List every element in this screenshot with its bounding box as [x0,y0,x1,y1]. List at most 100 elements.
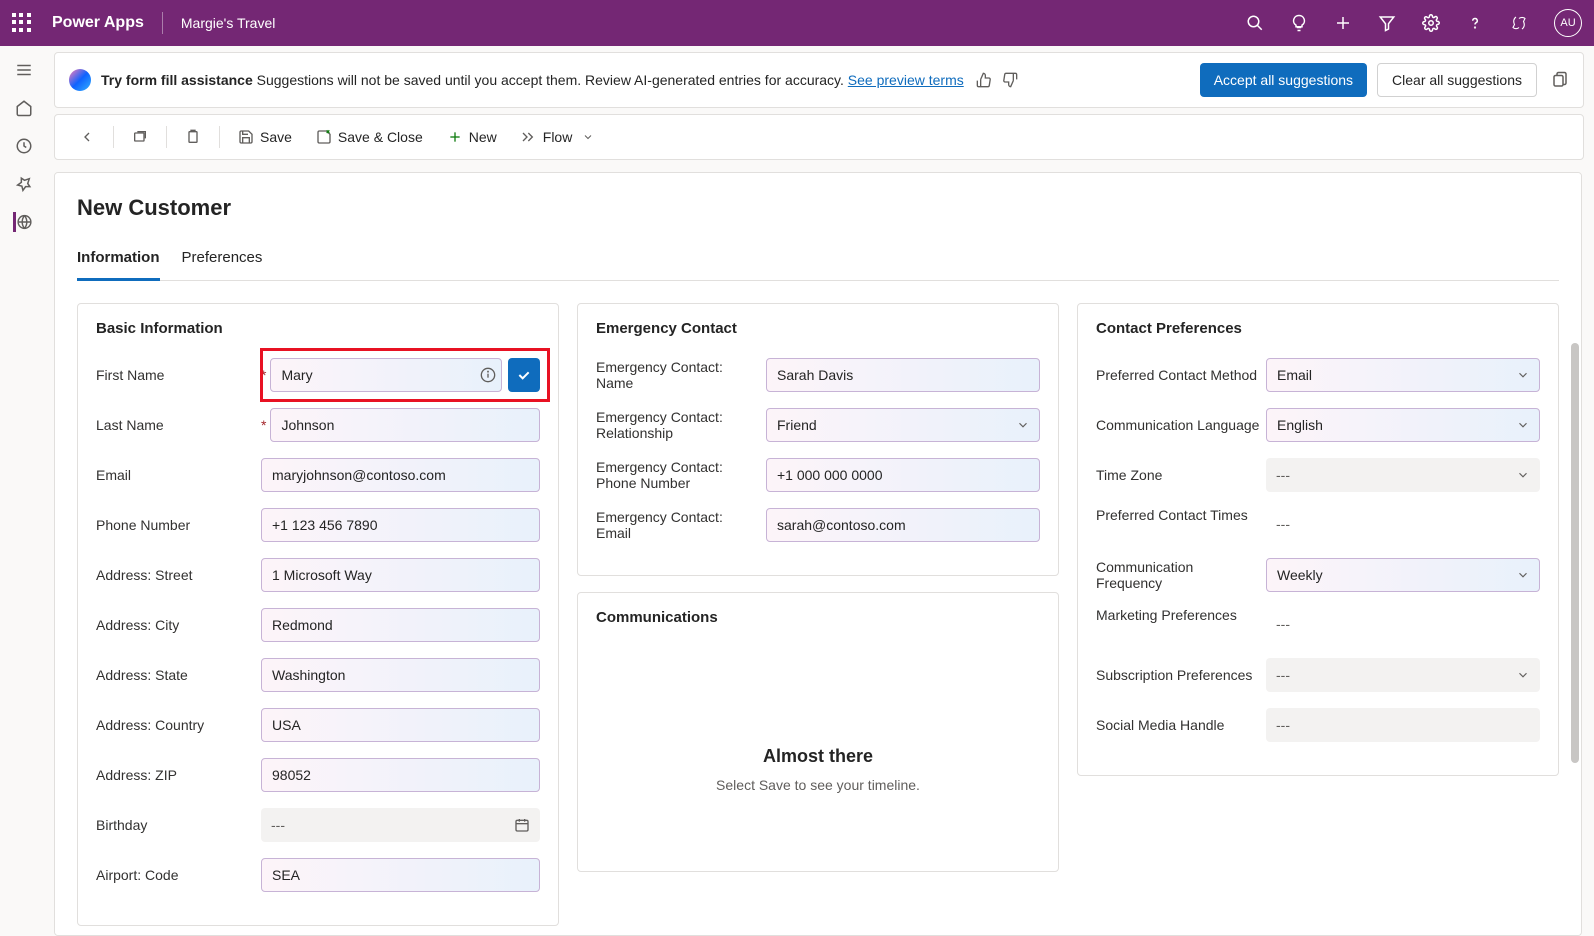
section-title-preferences: Contact Preferences [1096,320,1540,337]
accept-all-button[interactable]: Accept all suggestions [1200,63,1367,97]
pref-times-value[interactable]: --- [1266,507,1540,541]
zip-input[interactable] [261,758,540,792]
preferences-section: Contact Preferences Preferred Contact Me… [1077,303,1559,776]
save-close-button[interactable]: Save & Close [306,123,433,151]
timeline-empty-state: Almost there Select Save to see your tim… [596,646,1040,833]
share-icon[interactable] [1551,71,1569,89]
label-pref-times: Preferred Contact Times [1096,507,1266,523]
label-city: Address: City [96,617,261,633]
pref-marketing-value[interactable]: --- [1266,607,1540,641]
accept-suggestion-button[interactable] [508,358,540,392]
phone-input[interactable] [261,508,540,542]
label-street: Address: Street [96,567,261,583]
thumbs-up-icon[interactable] [976,72,992,88]
help-icon[interactable] [1466,14,1484,32]
tab-preferences[interactable]: Preferences [182,249,263,280]
copilot-badge-icon [69,69,91,91]
tab-information[interactable]: Information [77,249,160,281]
airport-input[interactable] [261,858,540,892]
label-pref-frequency: Communication Frequency [1096,559,1266,591]
label-airport: Airport: Code [96,867,261,883]
last-name-input[interactable] [270,408,540,442]
environment-name[interactable]: Margie's Travel [181,15,275,31]
pref-timezone-select[interactable] [1266,458,1540,492]
label-ec-relationship: Emergency Contact: Relationship [596,409,766,441]
page-title: New Customer [77,195,1559,221]
form-tabs: Information Preferences [77,249,1559,281]
lightbulb-icon[interactable] [1290,14,1308,32]
back-button[interactable] [69,123,105,151]
copilot-icon[interactable] [1510,14,1528,32]
ec-relationship-select[interactable] [766,408,1040,442]
open-new-window-button[interactable] [122,123,158,151]
label-pref-language: Communication Language [1096,417,1266,433]
info-icon[interactable] [480,367,496,383]
required-indicator: * [261,417,266,433]
filter-icon[interactable] [1378,14,1396,32]
clear-all-button[interactable]: Clear all suggestions [1377,63,1537,97]
empty-title: Almost there [596,746,1040,767]
clipboard-button[interactable] [175,123,211,151]
label-ec-name: Emergency Contact: Name [596,359,766,391]
label-birthday: Birthday [96,817,261,833]
thumbs-down-icon[interactable] [1002,72,1018,88]
pin-icon[interactable] [14,174,34,194]
label-pref-method: Preferred Contact Method [1096,367,1266,383]
label-ec-phone: Emergency Contact: Phone Number [596,459,766,491]
app-launcher-icon[interactable] [12,13,32,33]
email-input[interactable] [261,458,540,492]
user-avatar[interactable]: AU [1554,9,1582,37]
ec-phone-input[interactable] [766,458,1040,492]
calendar-icon[interactable] [514,817,530,833]
recent-icon[interactable] [14,136,34,156]
section-title-emergency: Emergency Contact [596,320,1040,337]
home-icon[interactable] [14,98,34,118]
flow-button[interactable]: Flow [511,123,605,151]
new-button[interactable]: New [437,123,507,151]
ec-email-input[interactable] [766,508,1040,542]
left-nav-rail [0,46,48,936]
emergency-section: Emergency Contact Emergency Contact: Nam… [577,303,1059,576]
header-divider [162,12,163,34]
add-icon[interactable] [1334,14,1352,32]
form-page: New Customer Information Preferences Bas… [54,172,1582,936]
label-pref-marketing: Marketing Preferences [1096,607,1266,623]
communications-section: Communications Almost there Select Save … [577,592,1059,872]
pref-frequency-select[interactable] [1266,558,1540,592]
label-phone: Phone Number [96,517,261,533]
settings-icon[interactable] [1422,14,1440,32]
ec-name-input[interactable] [766,358,1040,392]
label-zip: Address: ZIP [96,767,261,783]
country-input[interactable] [261,708,540,742]
label-ec-email: Emergency Contact: Email [596,509,766,541]
pref-subscription-select[interactable] [1266,658,1540,692]
banner-text: Try form fill assistance Suggestions wil… [101,72,964,88]
label-last-name: Last Name [96,417,261,433]
state-input[interactable] [261,658,540,692]
label-pref-social: Social Media Handle [1096,717,1266,733]
required-indicator: * [261,367,266,383]
pref-method-select[interactable] [1266,358,1540,392]
command-bar: Save Save & Close New Flow [54,114,1584,160]
section-title-communications: Communications [596,609,1040,626]
label-pref-timezone: Time Zone [1096,467,1266,483]
search-icon[interactable] [1246,14,1264,32]
label-state: Address: State [96,667,261,683]
label-country: Address: Country [96,717,261,733]
pref-social-input[interactable] [1266,708,1540,742]
first-name-input[interactable] [270,358,502,392]
street-input[interactable] [261,558,540,592]
hamburger-icon[interactable] [14,60,34,80]
birthday-input[interactable] [261,808,540,842]
empty-message: Select Save to see your timeline. [596,777,1040,793]
entity-icon[interactable] [13,212,33,232]
city-input[interactable] [261,608,540,642]
label-pref-subscription: Subscription Preferences [1096,667,1266,683]
save-button[interactable]: Save [228,123,302,151]
scrollbar[interactable] [1569,343,1579,925]
section-title-basic: Basic Information [96,320,540,337]
app-name: Power Apps [52,14,144,32]
pref-language-select[interactable] [1266,408,1540,442]
global-header: Power Apps Margie's Travel AU [0,0,1594,46]
preview-terms-link[interactable]: See preview terms [848,72,964,88]
